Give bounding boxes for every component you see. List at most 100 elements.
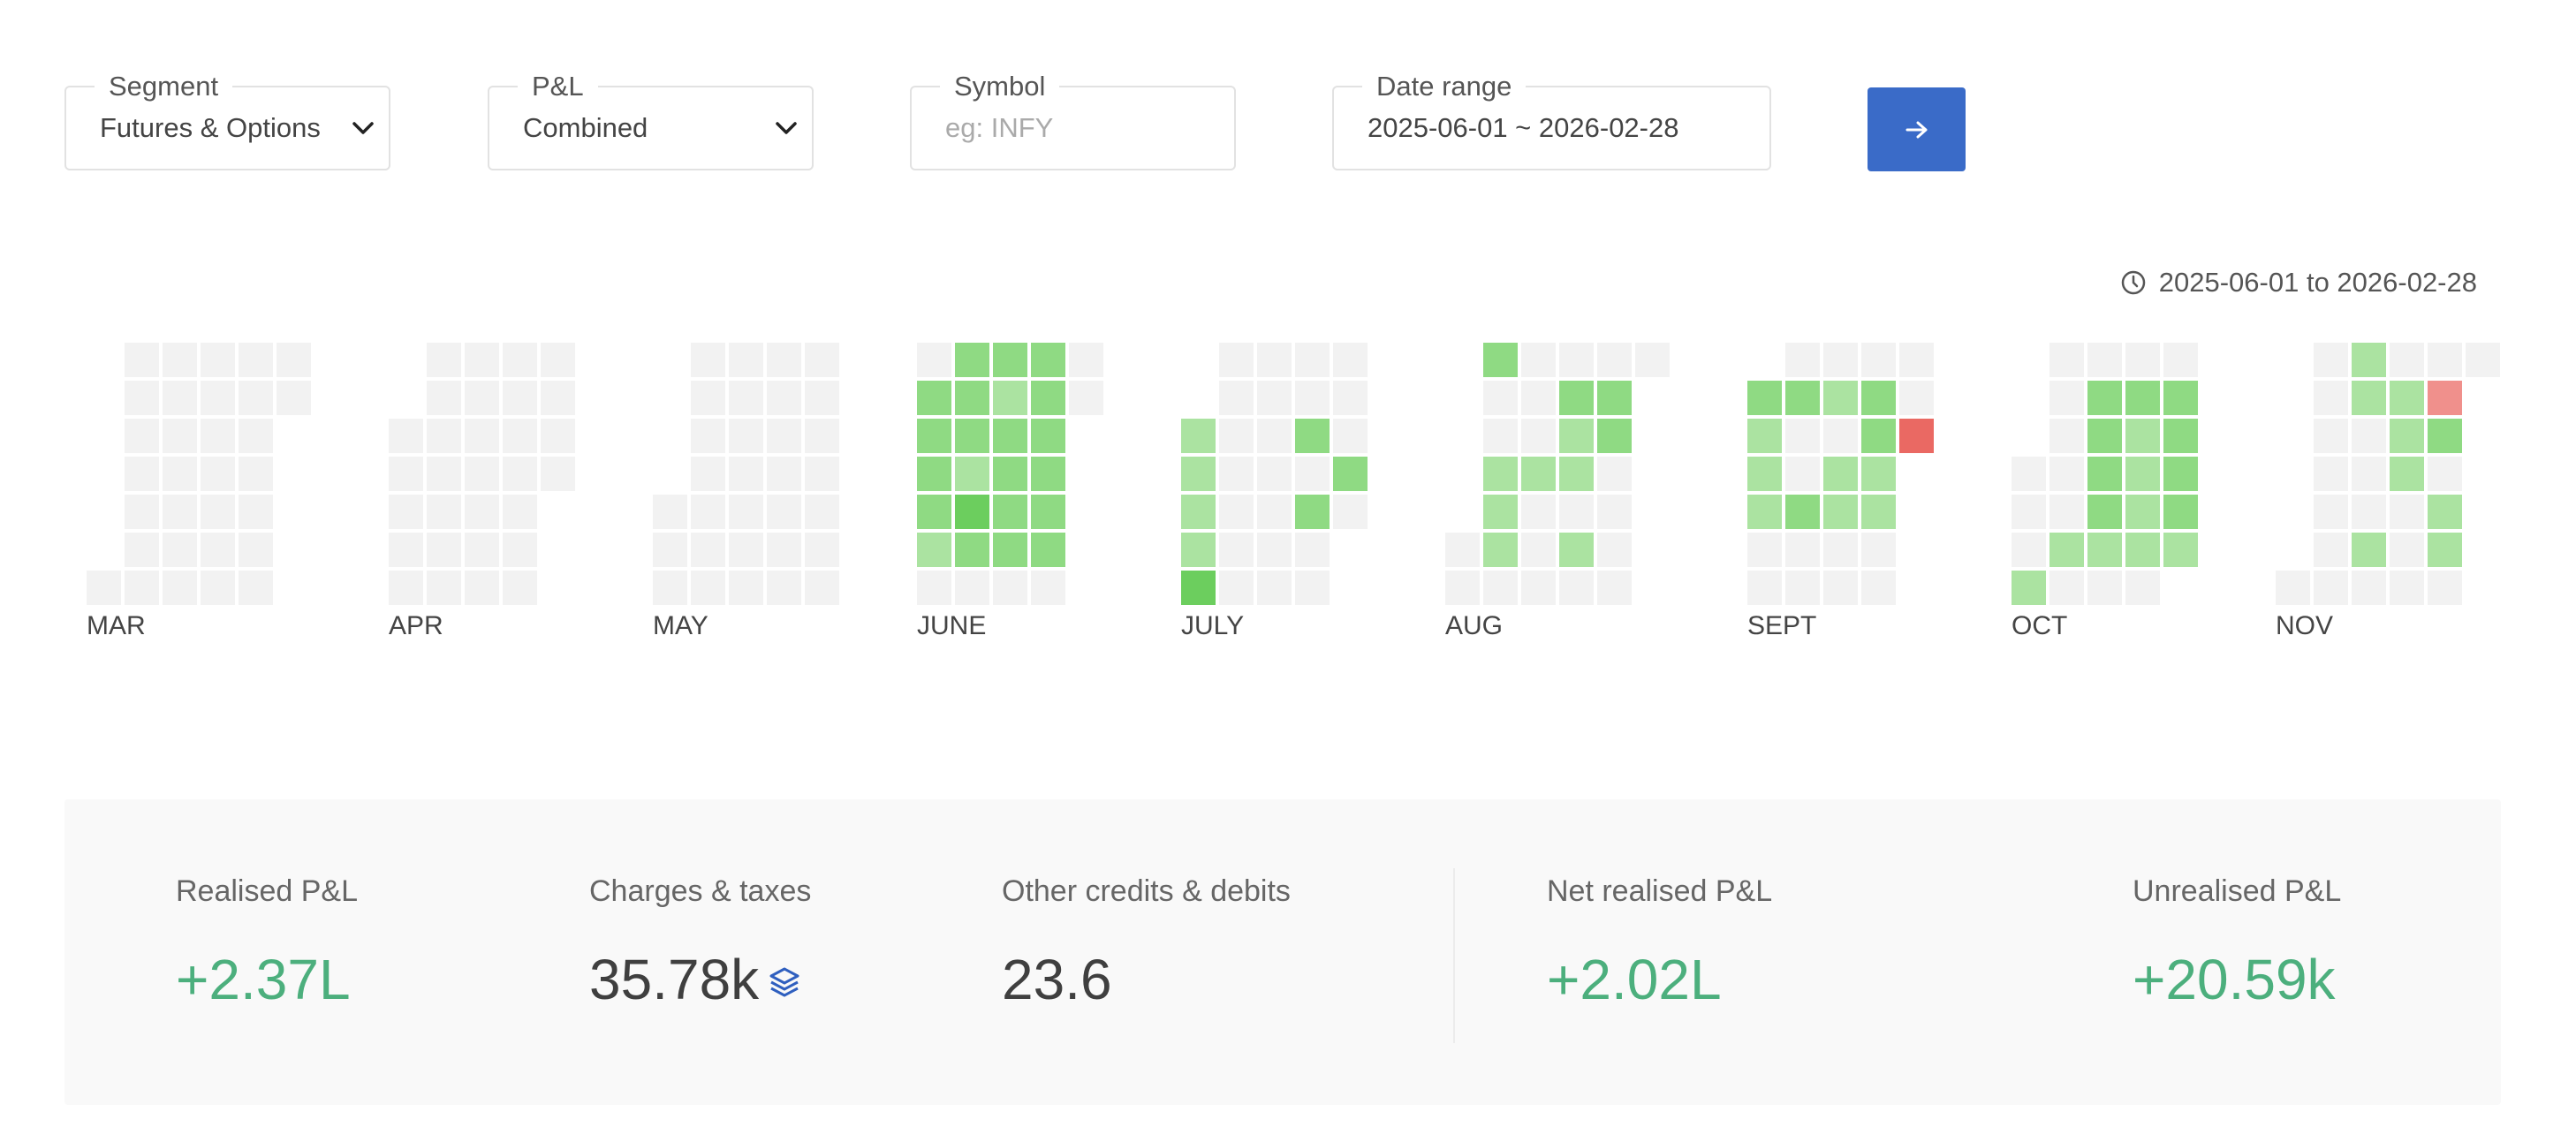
heatmap-day-cell[interactable]: [2049, 381, 2084, 415]
heatmap-day-cell[interactable]: [1597, 419, 1632, 453]
heatmap-day-cell[interactable]: [1445, 571, 1480, 605]
submit-button[interactable]: [1868, 87, 1966, 171]
heatmap-day-cell[interactable]: [1747, 457, 1782, 491]
heatmap-day-cell[interactable]: [1031, 495, 1065, 529]
heatmap-day-cell[interactable]: [2087, 381, 2122, 415]
heatmap-day-cell[interactable]: [805, 457, 839, 491]
heatmap-day-cell[interactable]: [1181, 571, 1216, 605]
heatmap-day-cell[interactable]: [201, 533, 235, 567]
heatmap-day-cell[interactable]: [1747, 571, 1782, 605]
heatmap-day-cell[interactable]: [1219, 533, 1254, 567]
heatmap-day-cell[interactable]: [465, 495, 499, 529]
heatmap-day-cell[interactable]: [2390, 381, 2424, 415]
heatmap-day-cell[interactable]: [653, 571, 687, 605]
heatmap-day-cell[interactable]: [2163, 381, 2198, 415]
heatmap-day-cell[interactable]: [1295, 457, 1330, 491]
heatmap-day-cell[interactable]: [1445, 533, 1480, 567]
heatmap-day-cell[interactable]: [239, 457, 273, 491]
heatmap-day-cell[interactable]: [201, 495, 235, 529]
heatmap-day-cell[interactable]: [2087, 533, 2122, 567]
heatmap-day-cell[interactable]: [1521, 381, 1556, 415]
heatmap-day-cell[interactable]: [427, 571, 461, 605]
heatmap-day-cell[interactable]: [2125, 343, 2160, 377]
heatmap-day-cell[interactable]: [993, 457, 1027, 491]
heatmap-day-cell[interactable]: [1785, 419, 1820, 453]
heatmap-day-cell[interactable]: [1521, 495, 1556, 529]
heatmap-day-cell[interactable]: [2087, 571, 2122, 605]
heatmap-day-cell[interactable]: [2390, 495, 2424, 529]
heatmap-day-cell[interactable]: [1785, 457, 1820, 491]
heatmap-day-cell[interactable]: [201, 571, 235, 605]
heatmap-day-cell[interactable]: [993, 571, 1027, 605]
heatmap-day-cell[interactable]: [2428, 533, 2462, 567]
heatmap-day-cell[interactable]: [1597, 381, 1632, 415]
heatmap-day-cell[interactable]: [729, 495, 763, 529]
heatmap-day-cell[interactable]: [2390, 343, 2424, 377]
heatmap-day-cell[interactable]: [125, 533, 159, 567]
heatmap-day-cell[interactable]: [1333, 495, 1368, 529]
heatmap-day-cell[interactable]: [1257, 571, 1292, 605]
heatmap-day-cell[interactable]: [1597, 533, 1632, 567]
heatmap-day-cell[interactable]: [2314, 381, 2348, 415]
heatmap-day-cell[interactable]: [2125, 381, 2160, 415]
heatmap-day-cell[interactable]: [1559, 571, 1594, 605]
heatmap-day-cell[interactable]: [2428, 571, 2462, 605]
heatmap-day-cell[interactable]: [1181, 457, 1216, 491]
heatmap-day-cell[interactable]: [1031, 571, 1065, 605]
heatmap-day-cell[interactable]: [917, 419, 951, 453]
heatmap-day-cell[interactable]: [1823, 343, 1858, 377]
heatmap-day-cell[interactable]: [1597, 457, 1632, 491]
heatmap-day-cell[interactable]: [729, 533, 763, 567]
heatmap-day-cell[interactable]: [805, 533, 839, 567]
heatmap-day-cell[interactable]: [201, 381, 235, 415]
heatmap-day-cell[interactable]: [389, 533, 423, 567]
heatmap-day-cell[interactable]: [917, 457, 951, 491]
heatmap-day-cell[interactable]: [955, 343, 989, 377]
heatmap-day-cell[interactable]: [1181, 533, 1216, 567]
heatmap-day-cell[interactable]: [1521, 343, 1556, 377]
heatmap-day-cell[interactable]: [917, 533, 951, 567]
heatmap-day-cell[interactable]: [767, 533, 801, 567]
heatmap-day-cell[interactable]: [691, 571, 725, 605]
heatmap-day-cell[interactable]: [1521, 419, 1556, 453]
heatmap-day-cell[interactable]: [1333, 457, 1368, 491]
heatmap-day-cell[interactable]: [955, 457, 989, 491]
heatmap-day-cell[interactable]: [2049, 533, 2084, 567]
heatmap-day-cell[interactable]: [163, 343, 197, 377]
heatmap-day-cell[interactable]: [1181, 419, 1216, 453]
heatmap-day-cell[interactable]: [201, 343, 235, 377]
heatmap-day-cell[interactable]: [1747, 381, 1782, 415]
heatmap-day-cell[interactable]: [1333, 381, 1368, 415]
heatmap-day-cell[interactable]: [767, 419, 801, 453]
heatmap-day-cell[interactable]: [2012, 457, 2046, 491]
heatmap-day-cell[interactable]: [1031, 381, 1065, 415]
heatmap-day-cell[interactable]: [1069, 343, 1103, 377]
heatmap-day-cell[interactable]: [805, 343, 839, 377]
heatmap-day-cell[interactable]: [955, 419, 989, 453]
heatmap-day-cell[interactable]: [2314, 495, 2348, 529]
heatmap-day-cell[interactable]: [427, 381, 461, 415]
heatmap-day-cell[interactable]: [2352, 343, 2386, 377]
heatmap-day-cell[interactable]: [1483, 533, 1518, 567]
heatmap-day-cell[interactable]: [1861, 419, 1896, 453]
heatmap-day-cell[interactable]: [653, 533, 687, 567]
heatmap-day-cell[interactable]: [1031, 419, 1065, 453]
heatmap-day-cell[interactable]: [2390, 533, 2424, 567]
heatmap-day-cell[interactable]: [1295, 343, 1330, 377]
heatmap-day-cell[interactable]: [2163, 343, 2198, 377]
heatmap-day-cell[interactable]: [2125, 419, 2160, 453]
heatmap-day-cell[interactable]: [2428, 343, 2462, 377]
heatmap-day-cell[interactable]: [691, 495, 725, 529]
heatmap-day-cell[interactable]: [2163, 457, 2198, 491]
segment-select[interactable]: Segment Futures & Options: [64, 71, 390, 170]
heatmap-day-cell[interactable]: [1521, 571, 1556, 605]
heatmap-day-cell[interactable]: [1031, 457, 1065, 491]
heatmap-day-cell[interactable]: [1785, 343, 1820, 377]
heatmap-day-cell[interactable]: [1219, 419, 1254, 453]
heatmap-day-cell[interactable]: [2390, 419, 2424, 453]
heatmap-day-cell[interactable]: [955, 571, 989, 605]
heatmap-day-cell[interactable]: [1295, 571, 1330, 605]
heatmap-day-cell[interactable]: [2390, 571, 2424, 605]
heatmap-day-cell[interactable]: [805, 419, 839, 453]
heatmap-day-cell[interactable]: [653, 495, 687, 529]
